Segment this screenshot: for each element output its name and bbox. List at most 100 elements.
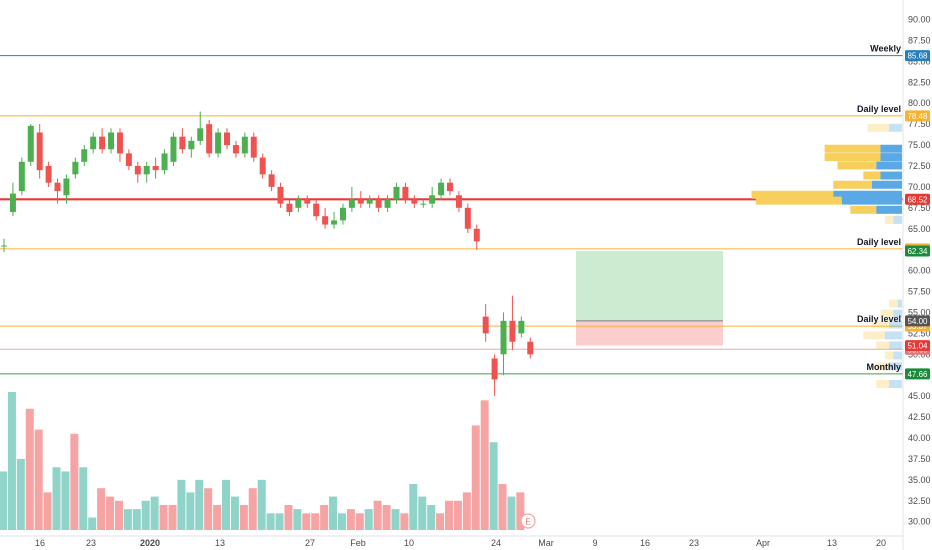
volume-bar xyxy=(195,479,204,530)
position-tool[interactable] xyxy=(576,251,723,346)
candle-body xyxy=(331,220,338,225)
level-label: Monthly xyxy=(867,362,902,372)
volume-bar xyxy=(141,500,150,530)
price-tick-label: 32.50 xyxy=(908,496,931,506)
candle-body xyxy=(527,341,534,355)
candle-body xyxy=(455,195,462,208)
volume-bar xyxy=(445,500,453,530)
volume-bar xyxy=(0,471,7,530)
loss-zone xyxy=(576,320,723,346)
volume-bar xyxy=(302,513,311,530)
candle-body xyxy=(402,186,409,200)
level-price-tag xyxy=(905,110,930,122)
level-price-text: 47.66 xyxy=(907,370,928,379)
volume-bar xyxy=(346,509,355,530)
volume-profile-up xyxy=(871,180,902,189)
volume-profile-down xyxy=(824,153,881,162)
volume-bar xyxy=(480,400,489,530)
volume-profile-down xyxy=(863,171,881,180)
price-tick-label: 35.00 xyxy=(908,475,931,485)
candle-body xyxy=(393,186,400,200)
volume-bar xyxy=(337,513,346,530)
price-tick-label: 87.50 xyxy=(908,35,931,45)
price-tick-label: 67.50 xyxy=(908,203,931,213)
candle-body xyxy=(322,216,329,225)
volume-profile-up xyxy=(833,190,902,199)
volume-bar xyxy=(168,504,177,530)
candle-body xyxy=(36,132,43,171)
date-axis[interactable]: 16 23 2020 13 27 Feb 10 24 Mar 9 16 23 Apr 13 20 xyxy=(35,538,886,548)
date-tick-label: Mar xyxy=(538,538,554,548)
volume-profile-up xyxy=(889,123,902,132)
candle-body xyxy=(420,203,427,205)
level-price-text: 85.68 xyxy=(907,52,928,61)
volume-profile-up xyxy=(893,309,902,318)
price-tick-label: 30.00 xyxy=(908,517,931,527)
volume-bar xyxy=(106,496,115,530)
level-lines xyxy=(0,55,903,375)
candle-body xyxy=(152,165,159,171)
candle-body xyxy=(63,178,70,196)
volume-profile-up xyxy=(889,379,902,388)
candle-body xyxy=(339,207,346,221)
volume-bar xyxy=(471,425,480,530)
candle-body xyxy=(277,186,284,204)
earnings-marker[interactable]: E xyxy=(520,513,536,529)
level-price-tag xyxy=(905,50,930,62)
volume-bar xyxy=(239,504,248,530)
volume-bar xyxy=(159,504,168,530)
candle-body xyxy=(72,161,79,175)
candle-body xyxy=(45,165,52,183)
candle-body xyxy=(241,136,248,154)
volume-profile-up xyxy=(841,196,902,205)
price-axis[interactable]: 90.00 87.50 85.00 82.50 80.00 77.50 75.00 72.50… xyxy=(908,15,931,527)
volume-profile-down xyxy=(876,362,890,371)
volume-bar xyxy=(329,496,338,530)
price-tick-label: 75.00 xyxy=(908,140,931,150)
candle-body xyxy=(206,124,213,154)
volume-bar xyxy=(186,492,195,530)
candlesticks xyxy=(1,111,534,397)
candle-body xyxy=(125,153,132,166)
volume-profile-up xyxy=(893,215,902,224)
volume-profile-up xyxy=(889,362,902,371)
level-price-tag xyxy=(905,193,930,205)
volume-bar xyxy=(266,513,275,530)
price-tick-label: 52.50 xyxy=(908,328,931,338)
price-tick-label: 45.00 xyxy=(908,391,931,401)
volume-profile-down xyxy=(871,320,890,329)
candle-body xyxy=(411,199,418,204)
volume-bar xyxy=(43,492,52,530)
volume-bar xyxy=(123,509,132,530)
price-tick-label: 90.00 xyxy=(908,15,931,25)
price-tick-label: 77.50 xyxy=(908,119,931,129)
volume-profile xyxy=(751,123,902,388)
price-tick-label: 82.50 xyxy=(908,77,931,87)
price-tick-label: 40.00 xyxy=(908,433,931,443)
volume-bar xyxy=(275,513,284,530)
date-tick-label: 13 xyxy=(827,538,837,548)
level-label: Daily level xyxy=(857,237,901,247)
volume-profile-up xyxy=(880,171,902,180)
candle-body xyxy=(134,165,141,175)
date-tick-label: 23 xyxy=(86,538,96,548)
candle-body xyxy=(366,199,373,204)
candle-body xyxy=(188,140,195,150)
date-tick-label: 2020 xyxy=(140,538,160,548)
volume-profile-down xyxy=(850,205,877,214)
price-tick-label: 42.50 xyxy=(908,412,931,422)
candle-body xyxy=(304,199,311,204)
candle-body xyxy=(27,125,34,162)
price-tick-label: 65.00 xyxy=(908,224,931,234)
volume-bar xyxy=(498,484,507,530)
volume-bar xyxy=(34,429,43,530)
volume-bar xyxy=(516,492,525,530)
volume-bar xyxy=(373,500,382,530)
candle-body xyxy=(197,128,204,141)
volume-bar xyxy=(97,488,106,530)
candle-body xyxy=(81,149,88,162)
candle-body xyxy=(99,136,106,150)
volume-profile-down xyxy=(833,180,872,189)
candle-body xyxy=(429,195,436,204)
